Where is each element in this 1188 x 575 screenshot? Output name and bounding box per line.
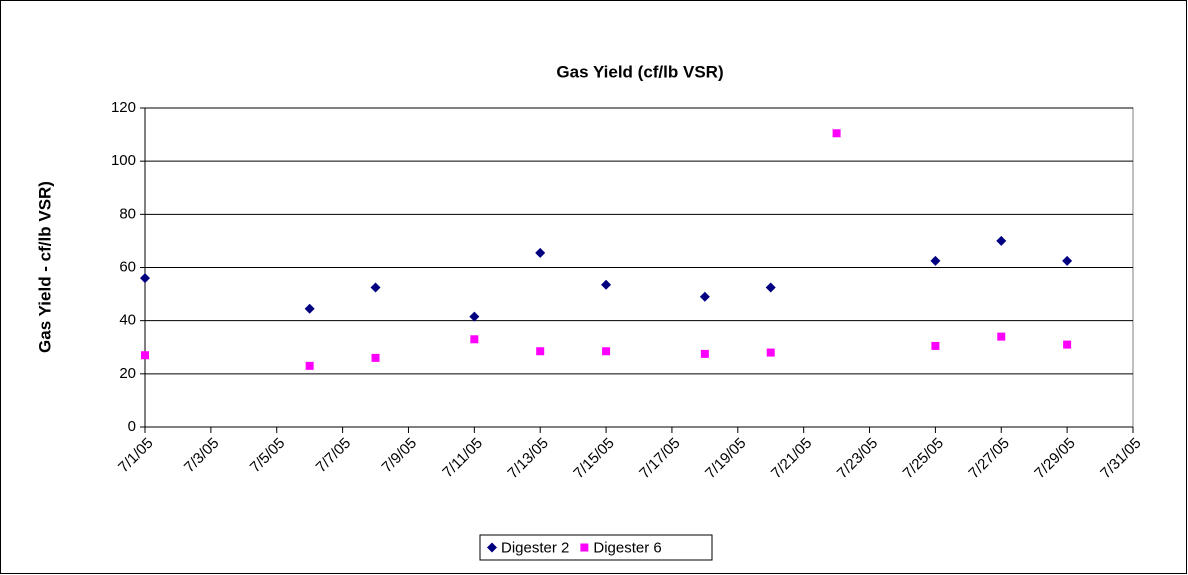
point (304, 303, 315, 314)
point (470, 335, 479, 344)
point (535, 247, 546, 258)
y-tick-label: 60 (119, 258, 136, 275)
point (765, 282, 776, 293)
point (580, 543, 589, 552)
point (996, 235, 1007, 246)
point (1063, 340, 1072, 349)
point (1062, 255, 1073, 266)
legend-label: Digester 2 (501, 539, 569, 556)
point (700, 349, 709, 358)
point (371, 353, 380, 362)
y-axis-label: Gas Yield - cf/lb VSR) (35, 181, 54, 353)
point (931, 341, 940, 350)
point (141, 351, 149, 360)
point (469, 311, 480, 322)
point (140, 273, 150, 284)
chart-title: Gas Yield (cf/lb VSR) (556, 62, 723, 81)
legend-box (479, 534, 713, 561)
point (487, 542, 497, 553)
y-tick-label: 120 (111, 99, 136, 116)
y-tick-label: 80 (119, 205, 136, 222)
point (699, 291, 710, 302)
point (305, 361, 314, 370)
point (601, 279, 612, 290)
point (536, 347, 545, 356)
legend-label: Digester 6 (593, 539, 661, 556)
y-tick-label: 100 (111, 152, 136, 169)
point (930, 255, 941, 266)
point (832, 129, 841, 138)
y-tick-label: 20 (119, 365, 136, 382)
y-tick-label: 0 (128, 418, 136, 435)
point (602, 347, 611, 356)
point (766, 348, 775, 357)
point (370, 282, 381, 293)
y-tick-label: 40 (119, 312, 136, 329)
point (997, 332, 1006, 341)
